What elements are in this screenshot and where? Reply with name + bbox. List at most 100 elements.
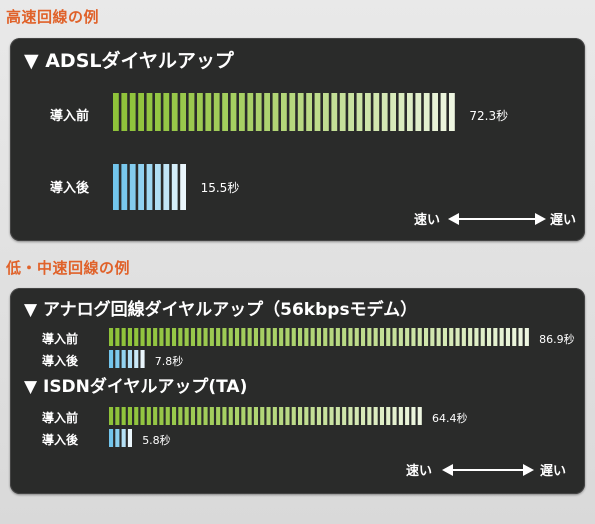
value-label-after: 5.8秒 bbox=[142, 433, 171, 447]
bar-segment bbox=[348, 407, 353, 425]
bar-segment bbox=[213, 93, 220, 131]
bar-segment bbox=[171, 164, 178, 210]
bar-segment bbox=[289, 93, 296, 131]
bar-segment bbox=[171, 93, 178, 131]
low-speed-charts: ▼ アナログ回線ダイヤルアップ（56kbpsモデム） 導入前 86.9秒 導入後… bbox=[24, 299, 575, 479]
bar-segment bbox=[499, 328, 504, 346]
bar-segment bbox=[209, 407, 214, 425]
bar-segment bbox=[367, 407, 372, 425]
bar-segment bbox=[493, 328, 498, 346]
bar-segment bbox=[373, 93, 380, 131]
bar-segment bbox=[415, 93, 422, 131]
bar-after bbox=[109, 429, 132, 447]
bar-segment bbox=[115, 429, 120, 447]
bar-segment bbox=[306, 93, 312, 131]
bar-segment bbox=[468, 328, 473, 346]
bar-before bbox=[109, 407, 422, 425]
bar-segment bbox=[190, 407, 195, 425]
bar-segment bbox=[323, 93, 329, 131]
bar-segment bbox=[264, 93, 270, 131]
bar-segment bbox=[235, 328, 240, 346]
bar-segment bbox=[203, 407, 208, 425]
bar-segment bbox=[190, 328, 195, 346]
bar-segment bbox=[121, 328, 126, 346]
bar-segment bbox=[188, 93, 195, 131]
bar-segment bbox=[180, 93, 186, 131]
bar-segment bbox=[398, 328, 403, 346]
bar-segment bbox=[216, 407, 221, 425]
section-title-high-speed: 高速回線の例 bbox=[6, 8, 100, 26]
value-label-before: 86.9秒 bbox=[539, 332, 575, 346]
bar-segment bbox=[518, 328, 523, 346]
bar-segment bbox=[405, 328, 410, 346]
value-label-before: 64.4秒 bbox=[432, 411, 468, 425]
bar-segment bbox=[304, 407, 309, 425]
bar-segment bbox=[146, 407, 151, 425]
chart-title: ▼ アナログ回線ダイヤルアップ（56kbpsモデム） bbox=[24, 299, 417, 320]
bar-segment bbox=[348, 93, 354, 131]
bar-segment bbox=[146, 164, 153, 210]
bar-segment bbox=[197, 407, 202, 425]
bar-segment bbox=[228, 407, 233, 425]
bar-row-before: 導入前 72.3秒 bbox=[50, 93, 508, 131]
bar-segment bbox=[449, 93, 455, 131]
bar-segment bbox=[392, 407, 397, 425]
speed-legend: 速い 遅い bbox=[406, 463, 566, 479]
bar-segment bbox=[297, 93, 304, 131]
bar-segment bbox=[474, 328, 479, 346]
bar-segment bbox=[461, 328, 466, 346]
row-label-before: 導入前 bbox=[42, 331, 78, 346]
bar-segment bbox=[172, 328, 177, 346]
bar-segment bbox=[253, 407, 258, 425]
bar-segment bbox=[203, 328, 208, 346]
bar-segment bbox=[121, 164, 128, 210]
bar-after bbox=[113, 164, 186, 210]
bar-segment bbox=[335, 328, 340, 346]
bar-segment bbox=[140, 328, 145, 346]
bar-segment bbox=[247, 407, 252, 425]
bar-segment bbox=[115, 407, 120, 425]
bar-row-after: 導入後 15.5秒 bbox=[50, 164, 239, 210]
bar-segment bbox=[113, 93, 119, 131]
bar-segment bbox=[390, 93, 396, 131]
bar-segment bbox=[228, 328, 233, 346]
bar-segment bbox=[127, 429, 132, 447]
bar-segment bbox=[260, 328, 265, 346]
bar-segment bbox=[247, 93, 254, 131]
bar-segment bbox=[392, 328, 397, 346]
bar-segment bbox=[342, 328, 347, 346]
row-label-before: 導入前 bbox=[42, 410, 78, 425]
bar-segment bbox=[255, 93, 262, 131]
bar-segment bbox=[440, 93, 447, 131]
bar-segment bbox=[304, 328, 309, 346]
bar-segment bbox=[432, 93, 438, 131]
bar-segment bbox=[281, 93, 287, 131]
bar-segment bbox=[109, 407, 114, 425]
bar-segment bbox=[153, 328, 158, 346]
bar-segment bbox=[373, 328, 378, 346]
bar-segment bbox=[180, 164, 186, 210]
bar-segment bbox=[241, 407, 246, 425]
bar-segment bbox=[423, 93, 430, 131]
bar-segment bbox=[209, 328, 214, 346]
row-label-after: 導入後 bbox=[50, 180, 90, 196]
bar-segment bbox=[159, 328, 164, 346]
bar-after bbox=[109, 350, 145, 368]
bar-row-after: 導入後 5.8秒 bbox=[42, 429, 171, 447]
bar-segment bbox=[247, 328, 252, 346]
bar-segment bbox=[222, 407, 227, 425]
bar-segment bbox=[411, 407, 416, 425]
bar-segment bbox=[405, 407, 410, 425]
bar-segment bbox=[216, 328, 221, 346]
value-label-after: 15.5秒 bbox=[201, 181, 240, 195]
bar-segment bbox=[127, 350, 132, 368]
bar-segment bbox=[230, 93, 237, 131]
bar-segment bbox=[134, 407, 139, 425]
bar-segment bbox=[354, 328, 359, 346]
bar-segment bbox=[373, 407, 378, 425]
value-label-after: 7.8秒 bbox=[155, 354, 184, 368]
low-speed-panel: ▼ アナログ回線ダイヤルアップ（56kbpsモデム） 導入前 86.9秒 導入後… bbox=[10, 288, 585, 494]
bar-segment bbox=[361, 328, 366, 346]
bar-segment bbox=[140, 407, 145, 425]
bar-segment bbox=[298, 407, 303, 425]
